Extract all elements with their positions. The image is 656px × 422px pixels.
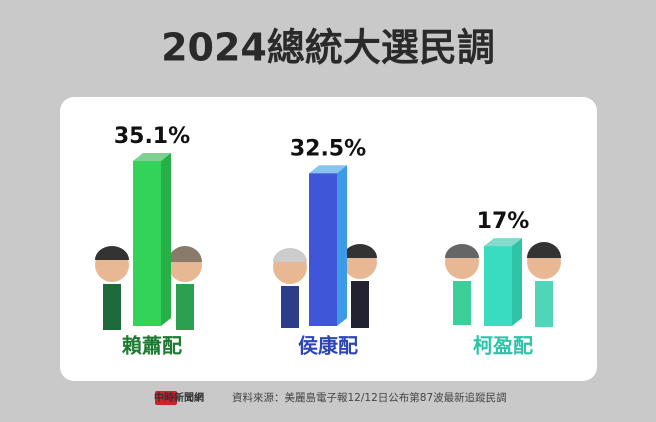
category-label: 賴蕭配 xyxy=(122,334,182,358)
bar-top xyxy=(309,165,347,174)
value-label: 35.1% xyxy=(114,124,190,149)
bar-front xyxy=(309,173,337,326)
chart-title: 2024總統大選民調 xyxy=(161,26,495,70)
bar-top xyxy=(484,238,522,247)
bar-side xyxy=(337,165,347,326)
bar xyxy=(309,165,347,326)
source: 資料來源：美麗島電子報12/12日公布第87波最新追蹤民調 xyxy=(232,391,507,404)
logo-box xyxy=(155,391,177,405)
bar-front xyxy=(484,246,512,326)
bar xyxy=(484,238,522,326)
bar-side xyxy=(512,238,522,326)
bar xyxy=(133,153,171,326)
bar-side xyxy=(161,153,171,326)
bar-front xyxy=(133,161,161,326)
value-label: 17% xyxy=(477,209,530,234)
category-label: 柯盈配 xyxy=(473,334,533,358)
people xyxy=(95,242,561,330)
bars: 35.1% 賴蕭配 32.5% 侯康配 17% 柯盈配 xyxy=(114,124,533,357)
bar-top xyxy=(133,153,171,162)
logo: 中時新聞網 xyxy=(154,391,204,404)
category-label: 侯康配 xyxy=(298,334,358,358)
value-label: 32.5% xyxy=(290,136,366,161)
